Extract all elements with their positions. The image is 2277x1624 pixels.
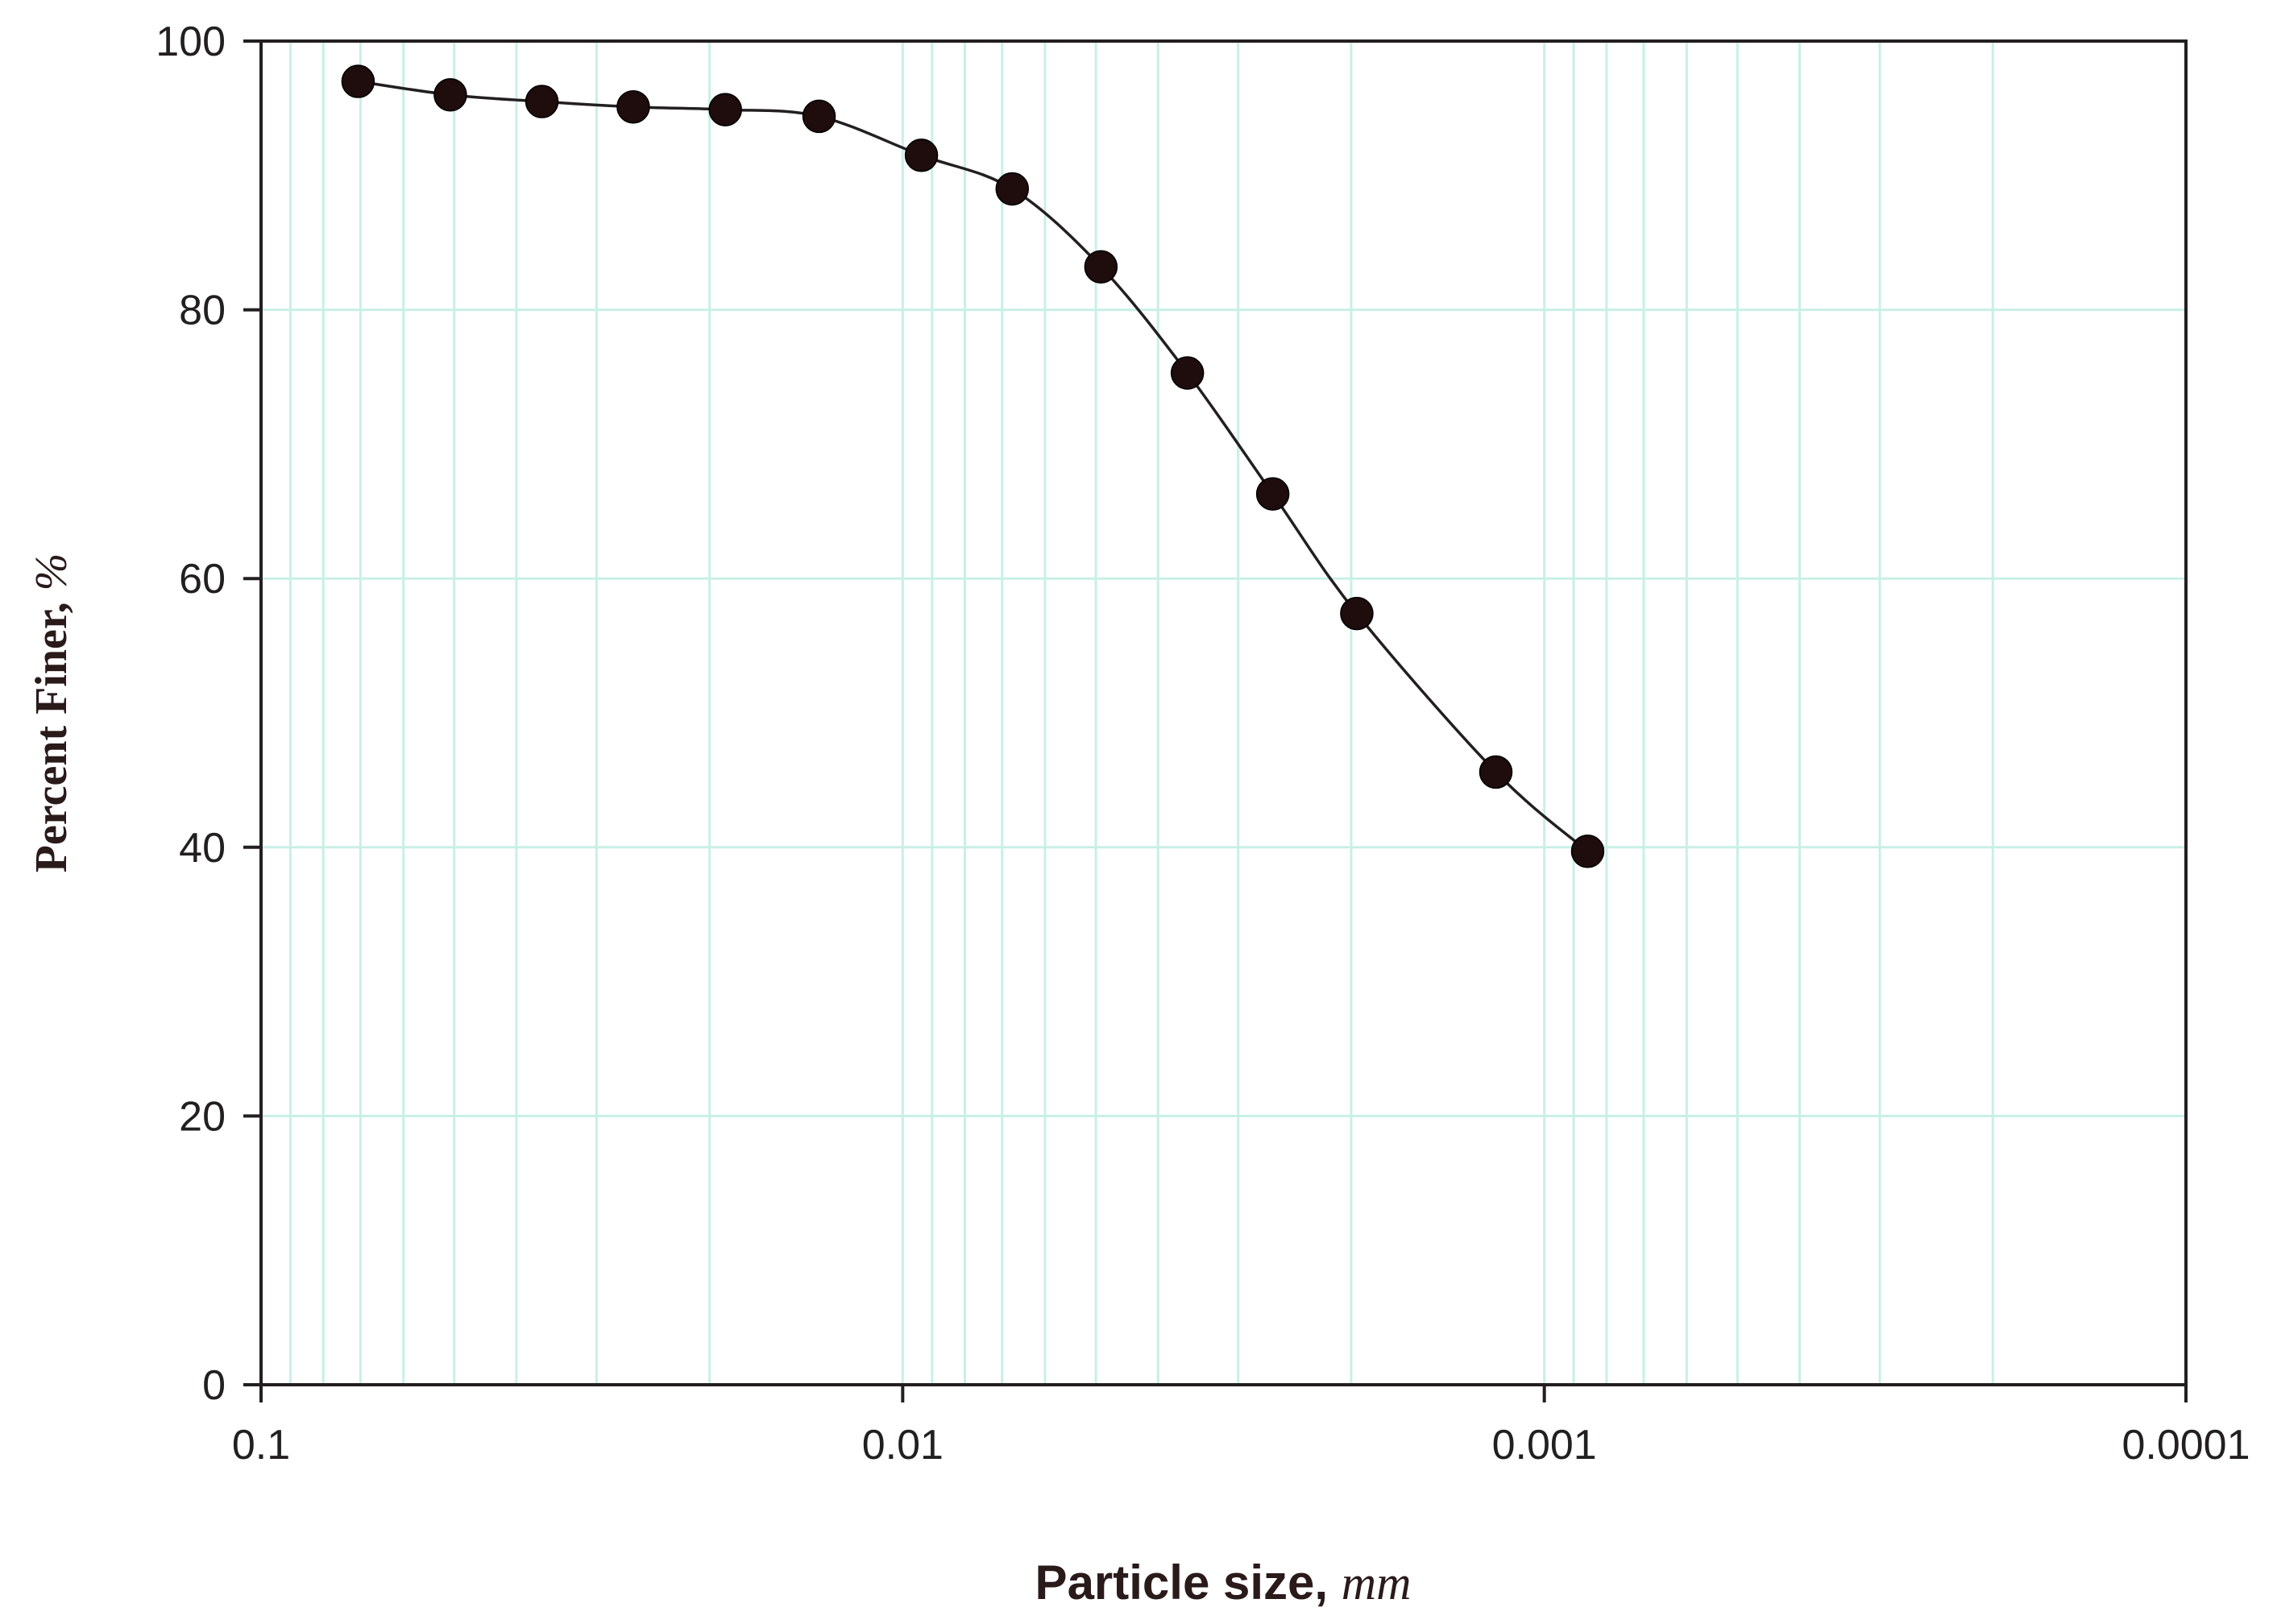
data-point (1570, 835, 1605, 868)
data-point (1170, 356, 1205, 390)
data-point (1255, 477, 1290, 511)
data-point (995, 172, 1030, 206)
x-tick-label: 0.001 (1492, 1422, 1597, 1469)
y-tick-label: 80 (179, 288, 226, 334)
tick-layer: 0.1 0.01 0.001 0.0001 0 20 40 60 80 100 (156, 19, 2250, 1469)
y-tick-label: 0 (202, 1362, 226, 1409)
data-point (525, 85, 559, 118)
series-line (358, 80, 1589, 853)
data-point (1340, 596, 1374, 631)
grid-layer (261, 41, 2186, 1385)
data-point (1084, 250, 1118, 284)
series-layer (341, 64, 1605, 868)
data-point (802, 99, 836, 134)
y-tick-label: 60 (179, 556, 226, 603)
plot-frame (259, 39, 2188, 1386)
data-point (1479, 755, 1513, 789)
data-point (341, 64, 375, 98)
x-tick-label: 0.01 (862, 1422, 944, 1469)
x-axis-label: Particle size, mm (1035, 1556, 1412, 1610)
data-point (433, 77, 467, 112)
y-axis-label: Percent Finer, % (27, 553, 77, 873)
x-tick-label: 0.1 (232, 1422, 290, 1469)
data-point (616, 89, 650, 124)
x-tick-label: 0.0001 (2121, 1422, 2250, 1469)
y-tick-label: 100 (156, 19, 226, 65)
y-tick-label: 40 (179, 825, 226, 872)
y-tick-label: 20 (179, 1093, 226, 1140)
data-point (708, 93, 742, 126)
data-point (904, 139, 939, 172)
